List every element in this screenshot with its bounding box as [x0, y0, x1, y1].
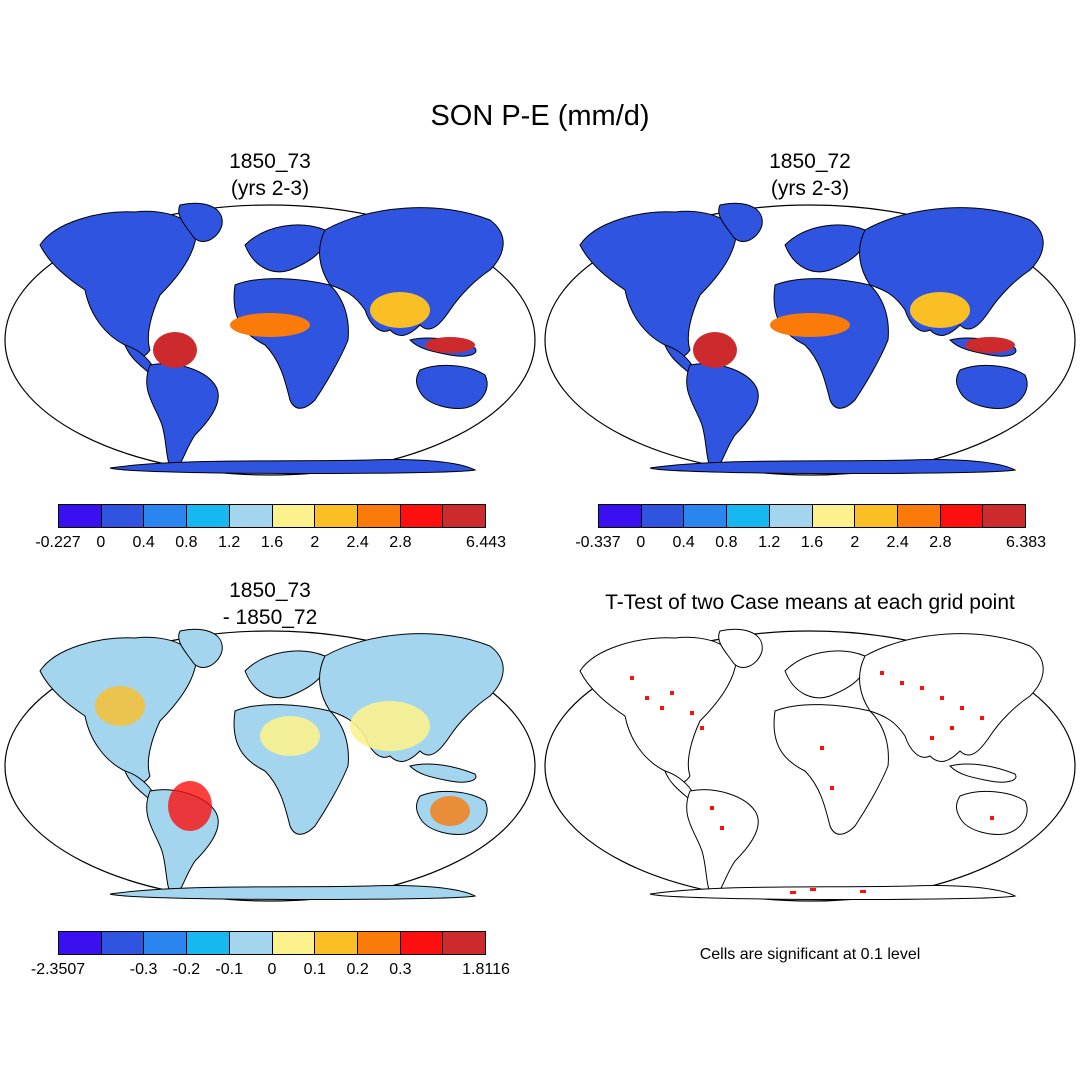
colorbar-swatch	[315, 505, 358, 527]
colorbar-labels-1850-72: -0.337 0 0.4 0.8 1.2 1.6 2 2.4 2.8 6.383	[575, 534, 1046, 556]
colorbar-swatch	[443, 932, 486, 954]
colorbar-swatch	[144, 505, 188, 527]
colorbar-tick-label: -0.3	[129, 961, 158, 978]
panel-title-line: (yrs 2-3)	[230, 177, 310, 200]
colorbar-swatch	[315, 932, 358, 954]
colorbar-tick-label: 0.8	[715, 534, 738, 551]
colorbar-tick-label: 0	[96, 534, 106, 551]
panel-title-difference: 1850_73 - 1850_72	[120, 577, 420, 631]
colorbar-1850-72	[598, 504, 1026, 528]
colorbar-swatch	[769, 505, 813, 527]
colorbar-tick-label: 1.8116	[462, 961, 510, 978]
colorbar-tick-label: -2.3507	[30, 961, 86, 978]
colorbar-swatch	[229, 932, 273, 954]
colorbar-swatch	[272, 505, 316, 527]
colorbar-swatch	[599, 505, 642, 527]
colorbar-tick-label: 0.3	[389, 961, 412, 978]
colorbar-tick-label: 0.1	[303, 961, 326, 978]
colorbar-swatch	[641, 505, 685, 527]
colorbar-tick-label: 0.4	[672, 534, 695, 551]
panel-title-ttest: T-Test of two Case means at each grid po…	[605, 591, 1015, 614]
colorbar-tick-label: 1.2	[218, 534, 241, 551]
panel-title-line: - 1850_72	[222, 606, 318, 629]
colorbar-swatch	[400, 932, 444, 954]
colorbar-tick-label: 0	[636, 534, 646, 551]
colorbar-1850-73	[58, 504, 486, 528]
panel-title-1850-72: 1850_72 (yrs 2-3)	[660, 148, 960, 202]
colorbar-swatch	[684, 505, 728, 527]
colorbar-tick-label: 2	[850, 534, 860, 551]
colorbar-swatch	[897, 505, 941, 527]
colorbar-tick-label: 6.383	[1005, 534, 1047, 551]
colorbar-tick-label: 1.6	[260, 534, 284, 551]
colorbar-swatch	[229, 505, 273, 527]
significance-note: Cells are significant at 0.1 level	[699, 946, 921, 963]
colorbar-tick-label: -0.2	[172, 961, 201, 978]
colorbar-labels-difference: -2.3507 -0.3 -0.2 -0.1 0 0.1 0.2 0.3 1.8116	[31, 961, 510, 983]
colorbar-tick-label: -0.1	[215, 961, 243, 978]
panel-title-line: (yrs 2-3)	[770, 177, 850, 200]
map-panel-ttest	[544, 628, 1076, 902]
colorbar-tick-label: 2.4	[346, 534, 369, 551]
colorbar-swatch	[443, 505, 486, 527]
figure-title: SON P-E (mm/d)	[430, 100, 650, 132]
panel-title-1850-73: 1850_73 (yrs 2-3)	[120, 148, 420, 202]
colorbar-tick-label: 2.8	[929, 534, 952, 551]
colorbar-swatch	[940, 505, 984, 527]
panel-title-line: 1850_73	[229, 150, 311, 173]
map-panel-1850-72	[544, 202, 1076, 476]
colorbar-swatch	[101, 505, 145, 527]
colorbar-tick-label: 0.8	[175, 534, 198, 551]
panel-title-line: 1850_73	[229, 579, 311, 602]
colorbar-tick-label: -0.227	[35, 534, 81, 551]
map-panel-difference	[4, 628, 536, 902]
colorbar-tick-label: 2	[310, 534, 320, 551]
colorbar-tick-label: 1.2	[758, 534, 781, 551]
colorbar-labels-1850-73: -0.227 0 0.4 0.8 1.2 1.6 2 2.4 2.8 6.443	[35, 534, 506, 556]
colorbar-swatch	[59, 932, 102, 954]
colorbar-swatch	[357, 932, 401, 954]
colorbar-difference	[58, 931, 486, 955]
colorbar-swatch	[727, 505, 770, 527]
colorbar-tick-label: 0	[267, 961, 277, 978]
colorbar-swatch	[101, 932, 145, 954]
colorbar-swatch	[187, 505, 230, 527]
colorbar-swatch	[357, 505, 401, 527]
colorbar-tick-label: 0.4	[132, 534, 155, 551]
map-panel-1850-73	[4, 202, 536, 476]
colorbar-tick-label: 2.4	[886, 534, 909, 551]
colorbar-tick-label: 0.2	[346, 961, 369, 978]
colorbar-tick-label: 2.8	[389, 534, 412, 551]
colorbar-swatch	[272, 932, 316, 954]
colorbar-tick-label: 1.6	[800, 534, 824, 551]
panel-title-line: 1850_72	[769, 150, 851, 173]
colorbar-swatch	[400, 505, 444, 527]
colorbar-tick-label: 6.443	[465, 534, 507, 551]
colorbar-tick-label: -0.337	[575, 534, 621, 551]
colorbar-swatch	[187, 932, 230, 954]
colorbar-swatch	[59, 505, 102, 527]
colorbar-swatch	[855, 505, 898, 527]
colorbar-swatch	[983, 505, 1026, 527]
colorbar-swatch	[812, 505, 856, 527]
colorbar-swatch	[144, 932, 188, 954]
